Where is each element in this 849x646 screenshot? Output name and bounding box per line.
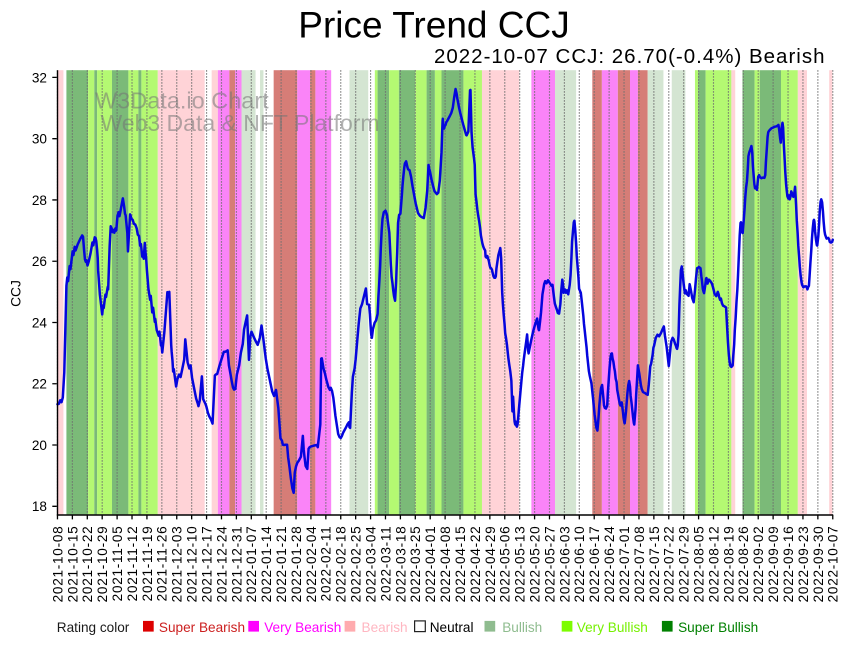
svg-text:2021-11-12: 2021-11-12 [125, 526, 140, 602]
svg-text:2022-01-21: 2022-01-21 [274, 526, 289, 603]
svg-text:2022-03-11: 2022-03-11 [378, 526, 393, 602]
svg-text:2021-10-08: 2021-10-08 [50, 526, 65, 603]
svg-text:18: 18 [32, 499, 47, 514]
svg-text:2022-02-11: 2022-02-11 [319, 526, 334, 602]
svg-text:Rating color: Rating color [57, 620, 130, 635]
svg-text:2022-08-12: 2022-08-12 [706, 526, 721, 603]
svg-text:2022-05-13: 2022-05-13 [513, 526, 528, 603]
svg-text:2022-07-22: 2022-07-22 [662, 526, 677, 603]
svg-text:2022-01-14: 2022-01-14 [259, 526, 274, 603]
svg-text:Price Trend CCJ: Price Trend CCJ [298, 5, 569, 46]
svg-text:2022-03-25: 2022-03-25 [408, 526, 423, 603]
svg-text:2021-11-05: 2021-11-05 [110, 526, 125, 602]
svg-text:2022-09-30: 2022-09-30 [811, 526, 826, 603]
svg-text:Bearish: Bearish [362, 620, 408, 635]
svg-text:2021-11-26: 2021-11-26 [155, 526, 170, 602]
svg-text:2022-09-23: 2022-09-23 [796, 526, 811, 603]
svg-text:2022-10-07 CCJ: 26.70(-0.4%) B: 2022-10-07 CCJ: 26.70(-0.4%) Bearish [434, 45, 826, 68]
svg-text:2022-02-18: 2022-02-18 [334, 526, 349, 603]
svg-text:2022-07-29: 2022-07-29 [677, 526, 692, 603]
svg-text:2022-01-28: 2022-01-28 [289, 526, 304, 603]
svg-text:2021-12-31: 2021-12-31 [229, 526, 244, 603]
svg-text:2022-07-15: 2022-07-15 [647, 526, 662, 603]
svg-text:2022-05-20: 2022-05-20 [527, 526, 542, 603]
svg-text:2022-08-05: 2022-08-05 [691, 526, 706, 603]
svg-text:2022-08-26: 2022-08-26 [736, 526, 751, 603]
svg-text:2021-12-03: 2021-12-03 [170, 526, 185, 603]
svg-text:2022-06-10: 2022-06-10 [572, 526, 587, 603]
svg-text:20: 20 [32, 438, 48, 453]
svg-text:2022-06-24: 2022-06-24 [602, 526, 617, 603]
svg-text:2022-05-27: 2022-05-27 [542, 526, 557, 603]
svg-text:2022-04-08: 2022-04-08 [438, 526, 453, 603]
svg-text:2021-10-15: 2021-10-15 [65, 526, 80, 603]
svg-text:2022-09-09: 2022-09-09 [766, 526, 781, 603]
svg-text:2022-09-02: 2022-09-02 [751, 526, 766, 603]
svg-text:24: 24 [32, 315, 48, 330]
svg-text:22: 22 [32, 377, 47, 392]
svg-text:W3Data.io Chart: W3Data.io Chart [95, 87, 269, 113]
svg-text:2021-10-22: 2021-10-22 [80, 526, 95, 603]
svg-text:2022-01-07: 2022-01-07 [244, 526, 259, 603]
svg-text:2022-03-18: 2022-03-18 [393, 526, 408, 603]
svg-text:Bullish: Bullish [502, 620, 542, 635]
svg-text:2022-04-15: 2022-04-15 [453, 526, 468, 603]
svg-text:2022-09-16: 2022-09-16 [781, 526, 796, 603]
svg-text:Super Bullish: Super Bullish [678, 620, 758, 635]
svg-text:2022-04-01: 2022-04-01 [423, 526, 438, 603]
svg-text:28: 28 [32, 193, 47, 208]
svg-text:30: 30 [32, 132, 48, 147]
svg-text:Very Bullish: Very Bullish [577, 620, 648, 635]
svg-text:2022-03-04: 2022-03-04 [363, 526, 378, 603]
svg-text:2022-07-01: 2022-07-01 [617, 526, 632, 603]
svg-text:2022-06-17: 2022-06-17 [587, 526, 602, 603]
svg-text:Super Bearish: Super Bearish [159, 620, 245, 635]
svg-text:2022-02-04: 2022-02-04 [304, 526, 319, 603]
svg-text:Web3 Data & NFT Platform: Web3 Data & NFT Platform [101, 110, 380, 136]
svg-text:2022-04-29: 2022-04-29 [483, 526, 498, 603]
svg-text:Neutral: Neutral [430, 620, 474, 635]
svg-text:2022-08-19: 2022-08-19 [721, 526, 736, 603]
svg-text:26: 26 [32, 254, 47, 269]
svg-text:2022-06-03: 2022-06-03 [557, 526, 572, 603]
svg-text:2021-12-17: 2021-12-17 [199, 526, 214, 603]
svg-text:Very Bearish: Very Bearish [264, 620, 341, 635]
svg-text:2022-04-22: 2022-04-22 [468, 526, 483, 603]
svg-text:2021-11-19: 2021-11-19 [140, 526, 155, 602]
svg-text:2021-10-29: 2021-10-29 [95, 526, 110, 603]
svg-text:2021-12-10: 2021-12-10 [185, 526, 200, 603]
svg-text:2022-10-07: 2022-10-07 [826, 526, 841, 603]
svg-text:2021-12-24: 2021-12-24 [214, 526, 229, 603]
svg-text:2022-05-06: 2022-05-06 [498, 526, 513, 603]
svg-text:32: 32 [32, 70, 47, 85]
svg-text:CCJ: CCJ [9, 280, 24, 307]
svg-text:2022-07-08: 2022-07-08 [632, 526, 647, 603]
svg-text:2022-02-25: 2022-02-25 [349, 526, 364, 603]
